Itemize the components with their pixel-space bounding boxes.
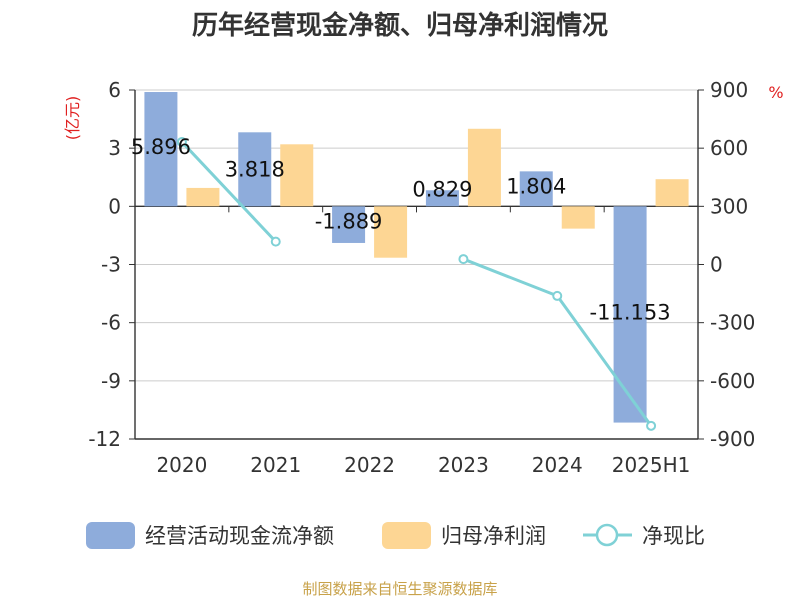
category-label: 2025H1 xyxy=(612,453,691,477)
net-profit-bar xyxy=(468,129,501,207)
category-label: 2021 xyxy=(250,453,301,477)
data-source-note: 制图数据来自恒生聚源数据库 xyxy=(302,580,497,598)
net-profit-bar xyxy=(562,206,595,228)
cashflow-value-label: -1.889 xyxy=(315,209,383,233)
legend-cashflow-swatch xyxy=(86,522,135,549)
net-profit-bar xyxy=(280,144,313,206)
cashflow-value-label: 1.804 xyxy=(506,174,566,198)
cashflow-value-label: 0.829 xyxy=(412,177,472,201)
ratio-point xyxy=(272,238,280,246)
grid xyxy=(135,90,698,439)
right-tick-label: 300 xyxy=(710,194,748,218)
bars xyxy=(144,92,688,423)
legend-ratio-label: 净现比 xyxy=(642,524,705,548)
right-tick-label: -900 xyxy=(710,427,755,451)
left-tick-label: -9 xyxy=(101,369,121,393)
chart-container: 历年经营现金净额、归母净利润情况 6 900 3 600 0 300 -3 0 -6 -300 -9… xyxy=(0,0,800,600)
left-tick-label: 6 xyxy=(108,78,121,102)
ratio-point xyxy=(553,292,561,300)
cashflow-value-label: -11.153 xyxy=(590,301,671,325)
left-axis-unit: (亿元) xyxy=(63,96,82,141)
legend-cashflow-label: 经营活动现金流净额 xyxy=(145,524,334,548)
chart-title: 历年经营现金净额、归母净利润情况 xyxy=(192,10,608,41)
net-profit-bar xyxy=(656,179,689,206)
left-tick-label: -3 xyxy=(101,253,121,277)
cashflow-value-label: 3.818 xyxy=(225,157,285,181)
legend-ratio-marker xyxy=(597,525,617,545)
right-tick-label: 600 xyxy=(710,136,748,160)
category-label: 2022 xyxy=(344,453,395,477)
category-label: 2020 xyxy=(156,453,207,477)
right-tick-label: 0 xyxy=(710,253,723,277)
cashflow-value-label: 5.896 xyxy=(131,135,191,159)
legend-net-profit-label: 归母净利润 xyxy=(441,524,546,548)
right-tick-label: 900 xyxy=(710,78,748,102)
right-tick-label: -600 xyxy=(710,369,755,393)
left-tick-label: 0 xyxy=(108,194,121,218)
legend: 经营活动现金流净额 归母净利润 净现比 xyxy=(86,522,705,549)
category-label: 2024 xyxy=(532,453,583,477)
left-tick-label: -6 xyxy=(101,311,121,335)
left-tick-label: -12 xyxy=(88,427,121,451)
left-tick-label: 3 xyxy=(108,136,121,160)
category-label: 2023 xyxy=(438,453,489,477)
chart-svg: 历年经营现金净额、归母净利润情况 6 900 3 600 0 300 -3 0 -6 -300 -9… xyxy=(0,0,800,600)
legend-net-profit-swatch xyxy=(382,522,431,549)
net-profit-bar xyxy=(186,188,219,206)
right-tick-label: -300 xyxy=(710,311,755,335)
ratio-point xyxy=(647,422,655,430)
right-axis-unit: % xyxy=(768,83,783,102)
ratio-point xyxy=(459,255,467,263)
